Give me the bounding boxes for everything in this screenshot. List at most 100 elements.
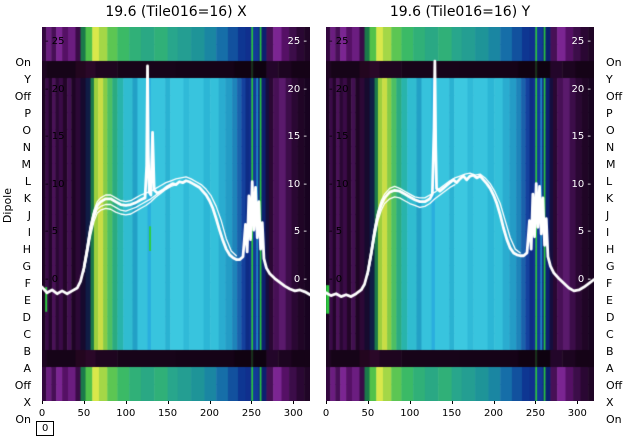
x-tick-label: 150 <box>158 408 178 419</box>
heatmap-canvas-y <box>326 27 594 401</box>
row-label-left: B <box>23 345 31 358</box>
x-tick-mark <box>535 401 537 404</box>
x-tick-mark <box>409 401 411 404</box>
row-label-right: B <box>606 345 614 358</box>
x-tick-mark <box>209 401 211 404</box>
row-label-left: A <box>23 362 31 375</box>
row-label-right: Off <box>606 90 623 103</box>
row-label-left: F <box>24 277 31 290</box>
row-label-right: F <box>606 277 613 290</box>
x-tick-label: 100 <box>116 408 136 419</box>
y-tick-label-right: 5 - <box>293 226 307 237</box>
x-tick-mark <box>367 401 369 404</box>
y-tick-label-right: 20 - <box>287 83 307 95</box>
row-label-left: D <box>22 311 31 324</box>
x-tick-label: 0 <box>322 408 330 419</box>
row-label-left: L <box>24 175 31 188</box>
y-tick-label-left: - 25 <box>329 36 349 48</box>
x-tick-mark <box>293 401 295 404</box>
row-label-right: Y <box>606 73 613 86</box>
x-tick-label: 0 <box>38 408 46 419</box>
y-tick-label-right: 15 - <box>287 131 307 143</box>
row-label-left: Off <box>14 90 31 103</box>
y-tick-label-left: - 20 <box>329 83 349 95</box>
row-label-right: On <box>606 413 622 426</box>
row-label-right: M <box>606 158 616 171</box>
row-label-right: A <box>606 362 614 375</box>
x-tick-label: 200 <box>483 408 504 419</box>
row-label-right: N <box>606 141 615 154</box>
row-label-right: Off <box>606 379 623 392</box>
row-label-right: H <box>606 243 615 256</box>
row-label-right: P <box>606 107 613 120</box>
y-tick-label-left: - 10 <box>329 178 349 190</box>
y-tick-label-right: 15 - <box>571 131 591 143</box>
row-label-right: E <box>606 294 613 307</box>
row-label-left: X <box>23 396 31 409</box>
x-tick-mark <box>167 401 169 404</box>
row-label-right: G <box>606 260 615 273</box>
row-label-left: J <box>27 209 31 222</box>
row-label-left: On <box>15 413 31 426</box>
y-tick-label-left: - 15 <box>329 131 349 143</box>
y-tick-label-right: 0 - <box>577 273 591 285</box>
y-tick-label-right: 0 - <box>293 273 307 285</box>
row-label-right: C <box>606 328 614 341</box>
x-tick-label: 250 <box>241 408 261 419</box>
row-label-left: H <box>22 243 31 256</box>
x-tick-label: 250 <box>525 408 545 419</box>
row-label-left: E <box>24 294 31 307</box>
x-tick-mark <box>125 401 127 404</box>
y-tick-label-right: 10 - <box>571 178 591 190</box>
row-label-left: K <box>23 192 31 205</box>
row-label-right: On <box>606 56 622 69</box>
panel-x-title: 19.6 (Tile016=16) X <box>105 4 247 20</box>
y-tick-label-left: - 5 <box>329 226 343 237</box>
y-tick-label-left: - 10 <box>45 178 65 190</box>
y-tick-label-right: 10 - <box>287 178 307 190</box>
dipole-row-labels-left: On Y Off P O N M L K J I H G F E D C B A Off X On <box>0 27 36 425</box>
row-label-left: I <box>27 226 31 239</box>
x-tick-mark <box>493 401 495 404</box>
x-tick-mark <box>326 401 327 404</box>
row-label-right: I <box>606 226 610 239</box>
row-label-right: J <box>606 209 610 222</box>
panel-y-title: 19.6 (Tile016=16) Y <box>389 4 531 20</box>
x-tick-label: 150 <box>442 408 462 419</box>
y-tick-label-left: - 5 <box>45 226 59 237</box>
row-label-left: Off <box>14 379 31 392</box>
x-tick-mark <box>83 401 85 404</box>
y-tick-label-right: 25 - <box>571 36 591 48</box>
x-tick-label: 200 <box>199 408 220 419</box>
x-tick-mark <box>577 401 579 404</box>
y-tick-label-right: 25 - <box>287 36 307 48</box>
row-label-left: C <box>23 328 31 341</box>
row-label-left: On <box>15 56 31 69</box>
y-tick-label-left: - 0 <box>329 273 343 285</box>
y-tick-label-left: - 25 <box>45 36 65 48</box>
panel-x: 19.6 (Tile016=16) X 0 50 100 150 200 250 300 - … <box>39 4 310 419</box>
row-label-left: G <box>22 260 31 273</box>
x-tick-label: 300 <box>567 408 587 419</box>
x-tick-mark <box>251 401 253 404</box>
y-tick-label-right: 20 - <box>571 83 591 95</box>
y-tick-label-right: 5 - <box>577 226 591 237</box>
row-label-right: O <box>606 124 615 137</box>
y-tick-label-left: - 20 <box>45 83 65 95</box>
heatmap-canvas-x <box>42 27 310 401</box>
x-tick-mark <box>42 401 43 404</box>
row-label-left: O <box>22 124 31 137</box>
row-label-right: K <box>606 192 614 205</box>
x-tick-label: 100 <box>400 408 420 419</box>
dipole-row-labels-right: On Y Off P O N M L K J I H G F E D C B A Off X On <box>602 27 640 425</box>
row-label-right: L <box>606 175 613 188</box>
x-tick-label: 50 <box>361 408 375 419</box>
row-label-right: D <box>606 311 615 324</box>
y-tick-label-left: - 0 <box>45 273 59 285</box>
y-tick-label-left: - 15 <box>45 131 65 143</box>
row-label-left: N <box>22 141 31 154</box>
x-tick-label: 300 <box>283 408 303 419</box>
x-tick-label: 50 <box>77 408 91 419</box>
row-label-left: Y <box>24 73 31 86</box>
